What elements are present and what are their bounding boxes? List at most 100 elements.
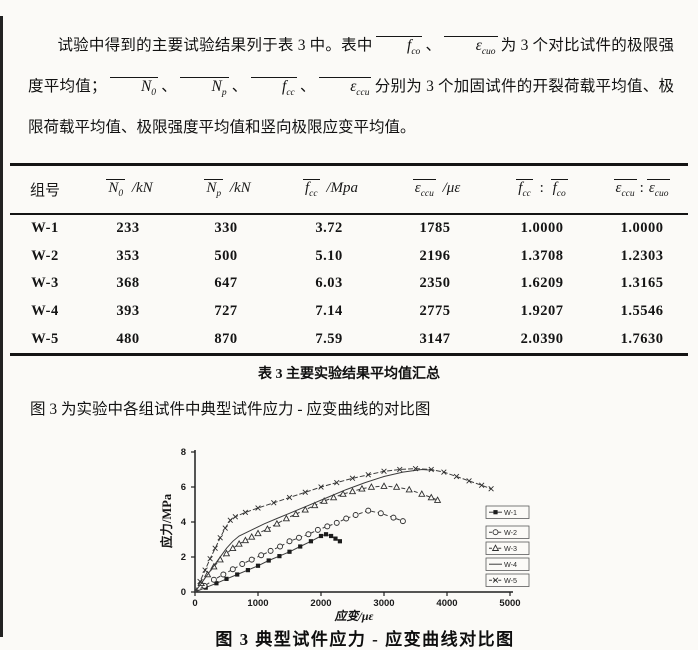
- math-symbol: fcc: [516, 179, 533, 200]
- text-run: 、: [425, 36, 442, 54]
- chart-legend: W-1 W-2 W-3 W-4 W-5: [485, 505, 530, 587]
- table-cell: 1785: [419, 220, 451, 237]
- math-symbol: fcc: [302, 179, 320, 200]
- text-run: :: [639, 180, 644, 197]
- table-cell: 393: [116, 303, 140, 320]
- results-table-header: 组号 N0 /kN Np /kN fcc /Mpa εccu /με fcc : fco ε…: [10, 164, 688, 215]
- svg-text:W-1: W-1: [504, 508, 517, 517]
- legend-entry-W-5: W-5: [485, 573, 530, 587]
- table-cell: 2350: [419, 275, 451, 292]
- results-table-body: W-1 233 330 3.72 1785 1.0000 1.0000 W-2 353 500 5.…: [10, 214, 688, 354]
- table-row: W-1 233 330 3.72 1785 1.0000 1.0000: [10, 214, 688, 243]
- stress-strain-chart: 0 2 4 6 8 0 1000 2000 3000 4000 5000 应力/MPa 应变/με W-1…: [159, 447, 530, 623]
- results-table: 组号 N0 /kN Np /kN fcc /Mpa εccu /με fcc : fco ε…: [10, 163, 688, 356]
- legend-entry-W-1: W-1: [485, 505, 530, 519]
- chart-axes: 0 2 4 6 8 0 1000 2000 3000 4000 5000: [181, 447, 521, 609]
- math-symbol: εccu: [613, 179, 637, 200]
- y-axis-label: 应力/MPa: [159, 493, 174, 548]
- column-header: fcc : fco: [488, 164, 596, 215]
- table-cell: W-5: [31, 330, 59, 347]
- math-symbol: N0: [106, 179, 126, 200]
- column-header: N0 /kN: [80, 164, 176, 215]
- column-header: Np /kN: [176, 164, 276, 215]
- svg-text:W-3: W-3: [504, 544, 517, 553]
- text-run: /kN: [128, 180, 153, 197]
- table-cell: 500: [214, 247, 238, 264]
- svg-text:2000: 2000: [310, 598, 331, 609]
- figure-3-chart-area: 0 2 4 6 8 0 1000 2000 3000 4000 5000 应力/MPa 应变/με W-1…: [0, 440, 698, 626]
- legend-entry-W-4: W-4: [485, 557, 530, 571]
- math-symbol: εccu: [412, 179, 436, 200]
- svg-text:8: 8: [181, 447, 186, 458]
- table-cell: 3147: [419, 330, 451, 347]
- table-cell: 2196: [419, 247, 451, 264]
- text-run: 分别为 3 个加固试件的开裂荷载平均值、极限荷载平均值、极限强度平均值和竖向极限…: [28, 77, 674, 136]
- svg-text:3000: 3000: [373, 598, 394, 609]
- math-symbol: Np: [180, 76, 229, 99]
- scan-page-edge: [0, 15, 3, 637]
- table-cell: 3.72: [315, 220, 343, 237]
- text-run: /Mpa: [322, 180, 359, 197]
- column-header: fcc /Mpa: [276, 164, 382, 215]
- series-W-2: [194, 507, 406, 593]
- svg-text:4000: 4000: [436, 598, 457, 609]
- svg-text:6: 6: [181, 482, 186, 493]
- math-symbol: εcuo: [646, 179, 671, 200]
- table-cell: 233: [116, 220, 140, 237]
- table-cell: 7.59: [315, 330, 343, 347]
- table-cell: 6.03: [315, 275, 343, 292]
- math-symbol: fcc: [250, 76, 297, 99]
- table-cell: 1.3165: [620, 275, 664, 292]
- series-W-4: [194, 468, 435, 593]
- math-symbol: Np: [204, 179, 224, 200]
- table-cell: 1.7630: [620, 330, 664, 347]
- series-W-5: [194, 465, 494, 593]
- text-run: 、: [161, 77, 178, 95]
- column-header: εccu /με: [382, 164, 488, 215]
- table-caption: 表 3 主要实验结果平均值汇总: [258, 366, 440, 382]
- table-cell: 5.10: [315, 247, 343, 264]
- table-cell: 727: [214, 303, 238, 320]
- math-symbol: N0: [109, 76, 159, 99]
- table-cell: 2775: [419, 303, 451, 320]
- table-cell: 1.2303: [620, 247, 664, 264]
- table-row: W-2 353 500 5.10 2196 1.3708 1.2303: [10, 243, 688, 271]
- figure-caption: 图 3 典型试件应力 - 应变曲线对比图: [215, 629, 515, 649]
- svg-text:W-5: W-5: [504, 576, 517, 585]
- svg-text:5000: 5000: [499, 598, 520, 609]
- table-cell: 2.0390: [520, 330, 564, 347]
- table-cell: 480: [116, 330, 140, 347]
- math-symbol: εccu: [318, 76, 372, 99]
- svg-text:W-4: W-4: [504, 560, 517, 569]
- svg-text:2: 2: [181, 552, 186, 563]
- legend-entry-W-2: W-2: [485, 525, 530, 539]
- table-cell: W-3: [31, 275, 59, 292]
- table-cell: 353: [116, 247, 140, 264]
- intro-paragraph: 试验中得到的主要试验结果列于表 3 中。表中 fco、 εcuo 为 3 个对比试件的…: [0, 16, 698, 148]
- svg-text:1000: 1000: [247, 598, 268, 609]
- svg-text:0: 0: [181, 587, 186, 598]
- table-row: W-5 480 870 7.59 3147 2.0390 1.7630: [10, 325, 688, 354]
- table-header-row: 组号 N0 /kN Np /kN fcc /Mpa εccu /με fcc : fco ε…: [10, 164, 688, 215]
- svg-text:0: 0: [192, 598, 197, 609]
- table-cell: 368: [116, 275, 140, 292]
- math-symbol: fco: [550, 179, 568, 200]
- table-row: W-4 393 727 7.14 2775 1.9207 1.5546: [10, 298, 688, 326]
- svg-text:4: 4: [181, 517, 187, 528]
- column-header: 组号: [10, 164, 80, 215]
- math-symbol: fco: [375, 35, 423, 58]
- figure-intro-text: 图 3 为实验中各组试件中典型试件应力 - 应变曲线的对比图: [30, 400, 431, 418]
- table-cell: 330: [214, 220, 238, 237]
- text-run: 、: [299, 77, 316, 95]
- table-cell: W-1: [31, 220, 59, 237]
- table-cell: 870: [214, 330, 238, 347]
- table-cell: W-2: [31, 247, 59, 264]
- text-run: 组号: [29, 183, 60, 199]
- table-cell: W-4: [31, 303, 59, 320]
- table-row: W-3 368 647 6.03 2350 1.6209 1.3165: [10, 270, 688, 298]
- table-cell: 1.6209: [520, 275, 564, 292]
- text-run: /kN: [226, 180, 251, 197]
- table-cell: 1.5546: [620, 303, 664, 320]
- table-cell: 7.14: [315, 303, 343, 320]
- legend-entry-W-3: W-3: [485, 541, 530, 555]
